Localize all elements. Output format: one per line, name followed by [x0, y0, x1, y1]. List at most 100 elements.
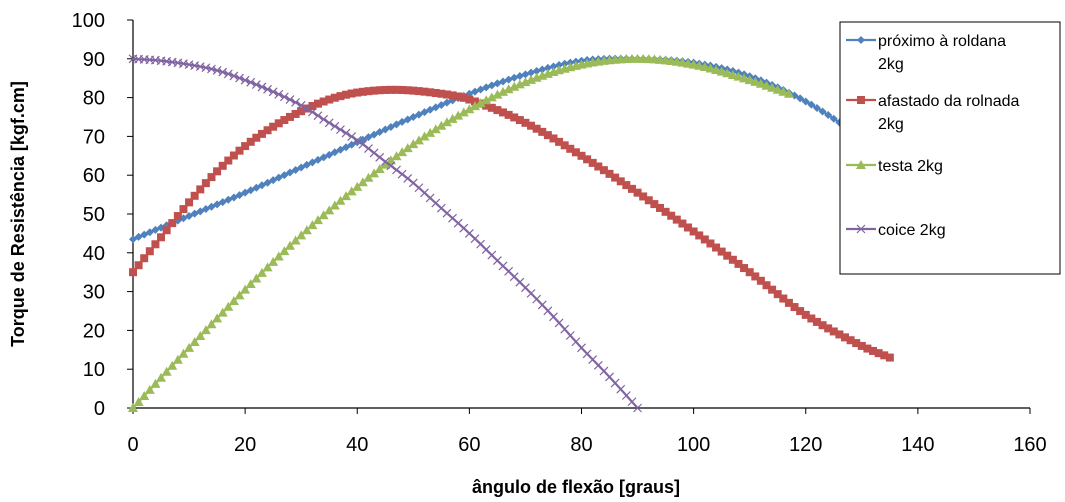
- data-point: [229, 151, 238, 160]
- data-point: [733, 71, 744, 81]
- data-point: [206, 319, 217, 329]
- data-point: [196, 185, 205, 194]
- data-point: [285, 95, 295, 104]
- data-point: [139, 390, 150, 400]
- legend-label: afastado da rolnada: [878, 93, 1020, 110]
- x-tick-label: 140: [901, 434, 934, 456]
- data-point: [336, 145, 345, 154]
- data-point: [611, 173, 620, 182]
- data-point: [150, 378, 161, 388]
- data-point: [824, 111, 833, 120]
- data-point: [403, 115, 412, 124]
- series-2: [129, 85, 894, 362]
- data-point: [706, 239, 715, 248]
- data-point: [493, 106, 502, 115]
- data-point: [314, 99, 323, 108]
- data-point: [297, 163, 306, 172]
- data-point: [391, 151, 402, 161]
- data-point: [381, 125, 390, 134]
- data-point: [269, 122, 278, 131]
- data-point: [744, 75, 755, 85]
- data-point: [650, 200, 659, 209]
- data-point: [341, 128, 351, 138]
- data-point: [262, 262, 273, 272]
- data-point: [398, 117, 407, 126]
- data-point: [661, 207, 670, 216]
- legend-label: próximo à roldana: [878, 33, 1006, 50]
- data-point: [358, 87, 367, 96]
- x-tick-label: 80: [570, 434, 592, 456]
- data-point: [325, 150, 334, 159]
- data-point: [144, 384, 155, 394]
- data-point: [594, 162, 603, 171]
- data-point: [274, 119, 283, 128]
- data-point: [263, 126, 272, 135]
- data-point: [263, 178, 272, 187]
- data-point: [627, 184, 636, 193]
- data-point: [241, 188, 250, 197]
- data-point: [756, 276, 765, 285]
- data-point: [364, 133, 373, 142]
- data-point: [750, 76, 761, 86]
- data-point: [498, 86, 509, 96]
- data-point: [302, 160, 311, 169]
- data-point: [796, 307, 805, 316]
- data-point: [235, 73, 244, 83]
- data-point: [128, 403, 138, 412]
- data-point: [178, 348, 189, 358]
- data-point: [514, 79, 525, 89]
- data-point: [347, 140, 356, 149]
- data-point: [700, 235, 709, 244]
- data-point: [403, 174, 413, 183]
- data-point: [644, 196, 653, 205]
- data-point: [342, 143, 351, 152]
- data-point: [807, 100, 816, 109]
- y-tick-label: 20: [83, 320, 105, 342]
- data-point: [212, 313, 223, 323]
- y-tick-label: 0: [94, 398, 105, 420]
- series-layer: [128, 53, 922, 413]
- data-point: [252, 133, 261, 142]
- data-point: [761, 80, 772, 90]
- series-line: [132, 57, 639, 409]
- data-point: [475, 98, 486, 108]
- data-point: [779, 294, 788, 303]
- data-point: [538, 127, 547, 136]
- data-point: [486, 92, 497, 102]
- data-point: [285, 168, 294, 177]
- data-point: [257, 82, 267, 92]
- data-point: [414, 87, 423, 96]
- data-point: [885, 353, 894, 362]
- data-point: [509, 81, 520, 91]
- data-point: [622, 181, 631, 190]
- data-point: [256, 267, 267, 277]
- data-point: [437, 89, 446, 98]
- data-point: [189, 336, 200, 346]
- data-point: [157, 233, 166, 242]
- data-point: [257, 129, 266, 138]
- data-point: [739, 73, 750, 83]
- data-point: [330, 148, 339, 157]
- data-point: [200, 325, 211, 335]
- data-point: [655, 203, 664, 212]
- data-point: [447, 113, 458, 123]
- data-point: [217, 307, 228, 317]
- data-point: [374, 163, 385, 173]
- data-point: [772, 84, 783, 94]
- data-point: [357, 177, 368, 187]
- data-point: [207, 64, 216, 74]
- data-point: [280, 116, 289, 125]
- data-point: [499, 108, 508, 117]
- y-tick-label: 90: [83, 49, 105, 71]
- data-point: [425, 127, 436, 137]
- data-point: [734, 259, 743, 268]
- data-point: [740, 264, 749, 273]
- data-point: [812, 317, 821, 326]
- data-point: [515, 116, 524, 125]
- data-point: [801, 310, 810, 319]
- data-point: [325, 95, 334, 104]
- data-point: [385, 155, 396, 165]
- data-point: [369, 148, 379, 158]
- x-tick-label: 60: [458, 434, 480, 456]
